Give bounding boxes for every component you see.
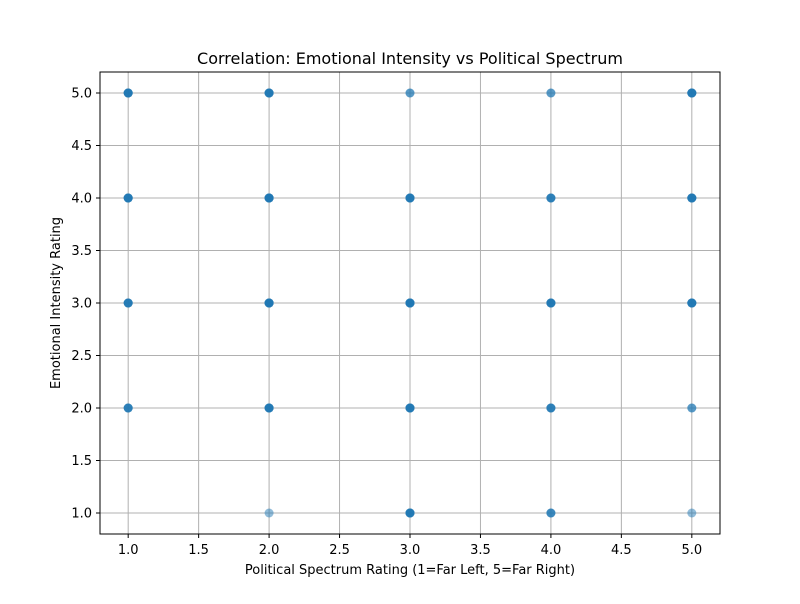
scatter-point	[405, 508, 415, 518]
scatter-point	[264, 193, 274, 203]
scatter-point	[123, 88, 133, 98]
y-tick-label: 2.5	[71, 349, 92, 364]
scatter-point	[405, 403, 415, 413]
scatter-point	[546, 298, 556, 308]
x-axis-label: Political Spectrum Rating (1=Far Left, 5…	[245, 563, 575, 578]
y-tick-label: 3.5	[71, 244, 92, 259]
scatter-point	[264, 298, 274, 308]
x-tick-label: 4.0	[541, 543, 562, 558]
x-axis-ticks: 1.0 1.5 2.0 2.5 3.0 3.5 4.0 4.5 5.0	[118, 534, 702, 558]
scatter-point	[123, 193, 133, 203]
x-tick-label: 3.0	[400, 543, 421, 558]
y-tick-label: 3.0	[71, 297, 92, 312]
y-tick-label: 1.5	[71, 454, 92, 469]
x-tick-label: 2.5	[329, 543, 350, 558]
data-points	[123, 88, 697, 518]
x-tick-label: 1.0	[118, 543, 139, 558]
scatter-point	[687, 88, 697, 98]
scatter-point	[405, 88, 415, 98]
y-axis-label: Emotional Intensity Rating	[49, 217, 64, 389]
scatter-point	[405, 298, 415, 308]
scatter-point	[264, 508, 274, 518]
x-tick-label: 5.0	[681, 543, 702, 558]
scatter-point	[123, 298, 133, 308]
y-axis-ticks: 1.0 1.5 2.0 2.5 3.0 3.5 4.0 4.5 5.0	[71, 87, 100, 522]
scatter-point	[546, 403, 556, 413]
scatter-point	[687, 403, 697, 413]
x-tick-label: 3.5	[470, 543, 491, 558]
scatter-point	[264, 88, 274, 98]
scatter-point	[687, 193, 697, 203]
scatter-point	[687, 508, 697, 518]
scatter-point	[546, 508, 556, 518]
scatter-point	[405, 193, 415, 203]
y-tick-label: 5.0	[71, 87, 92, 102]
y-tick-label: 2.0	[71, 402, 92, 417]
x-tick-label: 2.0	[259, 543, 280, 558]
scatter-point	[123, 403, 133, 413]
scatter-point	[546, 193, 556, 203]
x-tick-label: 1.5	[188, 543, 209, 558]
scatter-point	[264, 403, 274, 413]
y-tick-label: 4.5	[71, 139, 92, 154]
y-tick-label: 1.0	[71, 507, 92, 522]
y-tick-label: 4.0	[71, 192, 92, 207]
x-tick-label: 4.5	[611, 543, 632, 558]
scatter-point	[546, 88, 556, 98]
chart-title: Correlation: Emotional Intensity vs Poli…	[197, 49, 623, 68]
scatter-point	[687, 298, 697, 308]
